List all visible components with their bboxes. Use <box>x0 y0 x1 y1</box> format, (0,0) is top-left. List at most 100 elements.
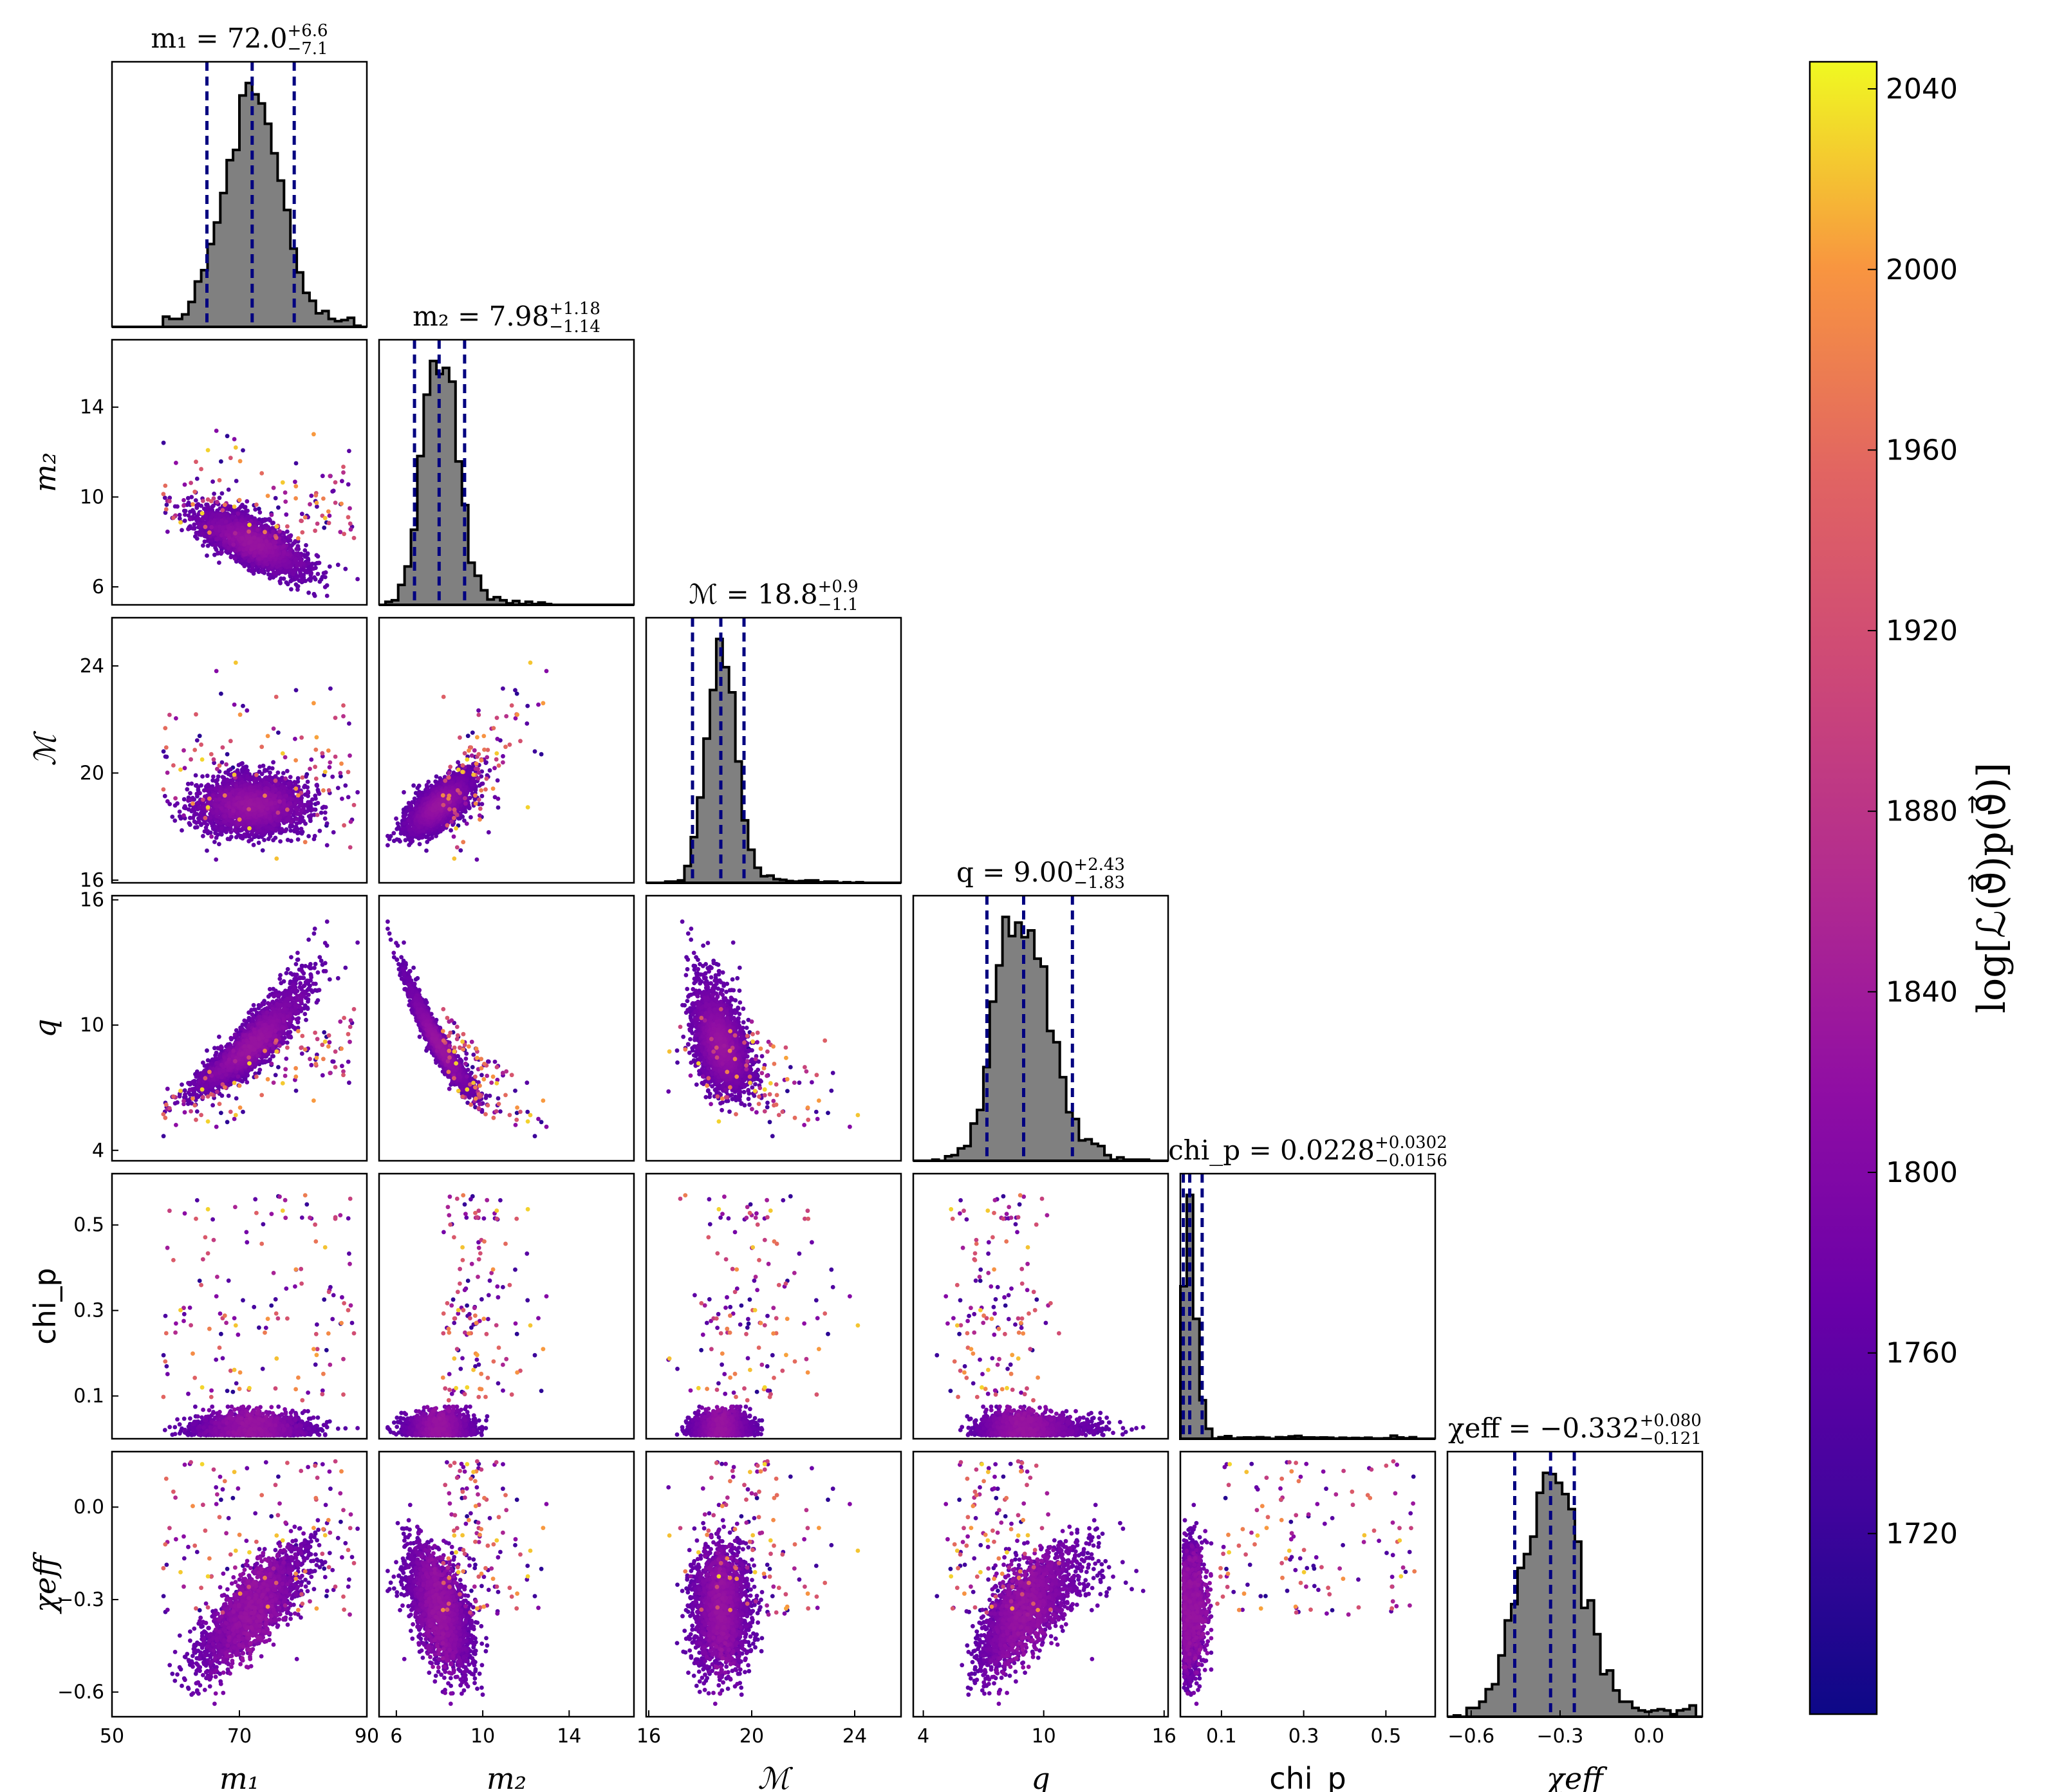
sample-point <box>259 471 264 476</box>
sample-point <box>175 504 180 509</box>
sample-point <box>299 808 304 813</box>
sample-point <box>180 528 184 533</box>
sample-point <box>245 509 250 513</box>
sample-point <box>245 708 249 713</box>
sample-point <box>214 526 218 530</box>
sample-point <box>183 483 187 487</box>
sample-point <box>342 531 346 536</box>
sample-point <box>246 776 250 781</box>
sample-point <box>306 790 310 794</box>
sample-point <box>449 828 453 833</box>
sample-point <box>247 826 252 831</box>
title-median: 72.0 <box>227 23 288 54</box>
sample-point <box>271 838 275 842</box>
sample-point <box>308 502 312 506</box>
sample-point <box>304 774 308 779</box>
sample-point <box>346 770 351 774</box>
sample-point <box>163 755 168 759</box>
sample-point <box>194 498 198 503</box>
sample-point <box>326 510 331 514</box>
sample-point <box>293 496 298 501</box>
sample-point <box>178 814 182 818</box>
sample-point <box>293 786 298 791</box>
sample-point <box>299 735 304 740</box>
sample-point <box>525 721 529 726</box>
sample-point <box>263 769 267 773</box>
sample-point <box>195 477 200 481</box>
sample-point <box>163 794 167 799</box>
sample-point <box>211 775 216 779</box>
sample-point <box>217 842 221 847</box>
sample-point <box>323 585 328 589</box>
sample-point <box>417 784 422 788</box>
sample-point <box>303 555 308 559</box>
sample-point <box>228 792 232 797</box>
sample-point <box>213 787 218 791</box>
sample-point <box>293 568 297 573</box>
sample-point <box>284 512 288 517</box>
sample-point <box>263 519 267 523</box>
title-plus: +6.6 <box>287 21 328 41</box>
title-plus: +1.18 <box>549 299 600 319</box>
sample-point <box>458 848 463 853</box>
sample-point <box>192 748 197 752</box>
sample-point <box>203 816 208 820</box>
sample-point <box>219 533 224 537</box>
sample-point <box>300 512 304 516</box>
sample-point <box>348 753 352 758</box>
sample-point <box>289 587 293 591</box>
sample-point <box>338 771 342 775</box>
sample-point <box>322 526 326 530</box>
panel-m1-vs-m1: m₁ = 72.0+6.6−7.1 <box>112 21 367 327</box>
sample-point <box>265 807 270 811</box>
sample-point <box>195 738 200 743</box>
sample-point <box>218 797 222 802</box>
sample-point <box>283 755 288 760</box>
sample-point <box>456 760 460 764</box>
sample-point <box>252 802 257 807</box>
sample-point <box>191 502 195 506</box>
sample-point <box>330 489 335 494</box>
sample-point <box>241 766 246 770</box>
sample-point <box>270 513 274 517</box>
sample-point <box>268 576 272 580</box>
sample-point <box>249 547 254 551</box>
sample-point <box>268 816 272 820</box>
sample-point <box>220 491 225 495</box>
sample-point <box>294 826 299 831</box>
sample-point <box>302 548 307 553</box>
sample-point <box>321 497 326 501</box>
sample-point <box>341 703 346 708</box>
sample-point <box>243 542 247 547</box>
sample-point <box>219 806 224 811</box>
sample-point <box>458 816 462 820</box>
sample-point <box>205 505 210 510</box>
sample-point <box>205 773 210 778</box>
sample-point <box>242 564 246 568</box>
sample-point <box>207 521 212 526</box>
sample-point <box>434 774 439 779</box>
sample-point <box>217 528 221 533</box>
sample-point <box>248 802 252 807</box>
sample-point <box>214 543 218 548</box>
sample-point <box>234 445 238 450</box>
sample-point <box>539 752 544 757</box>
sample-point <box>196 516 200 521</box>
sample-point <box>300 775 304 780</box>
sample-point <box>331 830 336 835</box>
sample-point <box>333 716 338 720</box>
sample-point <box>328 687 333 691</box>
sample-point <box>306 591 311 595</box>
y-tick-label: 14 <box>80 396 104 419</box>
sample-point <box>181 503 186 508</box>
panel-background <box>379 618 634 883</box>
sample-point <box>164 745 169 750</box>
sample-point <box>323 516 328 521</box>
sample-point <box>223 770 228 775</box>
sample-point <box>295 812 300 817</box>
sample-point <box>316 801 321 806</box>
sample-point <box>323 811 328 815</box>
title-median: 7.98 <box>489 300 550 332</box>
sample-point <box>299 803 303 808</box>
